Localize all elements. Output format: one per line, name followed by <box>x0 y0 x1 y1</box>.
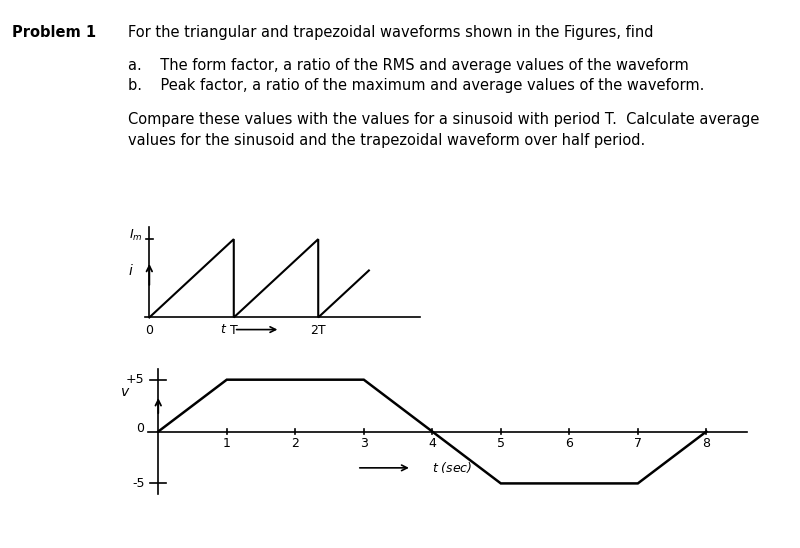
Text: 4: 4 <box>428 437 436 450</box>
Text: 5: 5 <box>497 437 505 450</box>
Text: 6: 6 <box>566 437 574 450</box>
Text: 7: 7 <box>634 437 642 450</box>
Text: $v$: $v$ <box>120 385 130 399</box>
Text: 0: 0 <box>137 422 145 435</box>
Text: 8: 8 <box>702 437 710 450</box>
Text: 0: 0 <box>146 324 154 336</box>
Text: -5: -5 <box>132 477 145 490</box>
Text: T: T <box>230 324 238 336</box>
Text: values for the sinusoid and the trapezoidal waveform over half period.: values for the sinusoid and the trapezoi… <box>128 133 646 147</box>
Text: For the triangular and trapezoidal waveforms shown in the Figures, find: For the triangular and trapezoidal wavef… <box>128 25 654 39</box>
Text: 1: 1 <box>223 437 230 450</box>
Text: $t$: $t$ <box>220 323 227 336</box>
Text: 2T: 2T <box>310 324 326 336</box>
Text: 3: 3 <box>360 437 368 450</box>
Text: Problem 1: Problem 1 <box>12 25 96 39</box>
Text: $I_m$: $I_m$ <box>129 228 142 243</box>
Text: b.    Peak factor, a ratio of the maximum and average values of the waveform.: b. Peak factor, a ratio of the maximum a… <box>128 78 704 93</box>
Text: 2: 2 <box>291 437 299 450</box>
Text: a.    The form factor, a ratio of the RMS and average values of the waveform: a. The form factor, a ratio of the RMS a… <box>128 58 689 72</box>
Text: $i$: $i$ <box>128 263 134 278</box>
Text: $t$ (sec): $t$ (sec) <box>432 460 473 475</box>
Text: Compare these values with the values for a sinusoid with period T.  Calculate av: Compare these values with the values for… <box>128 112 759 127</box>
Text: +5: +5 <box>126 373 145 386</box>
